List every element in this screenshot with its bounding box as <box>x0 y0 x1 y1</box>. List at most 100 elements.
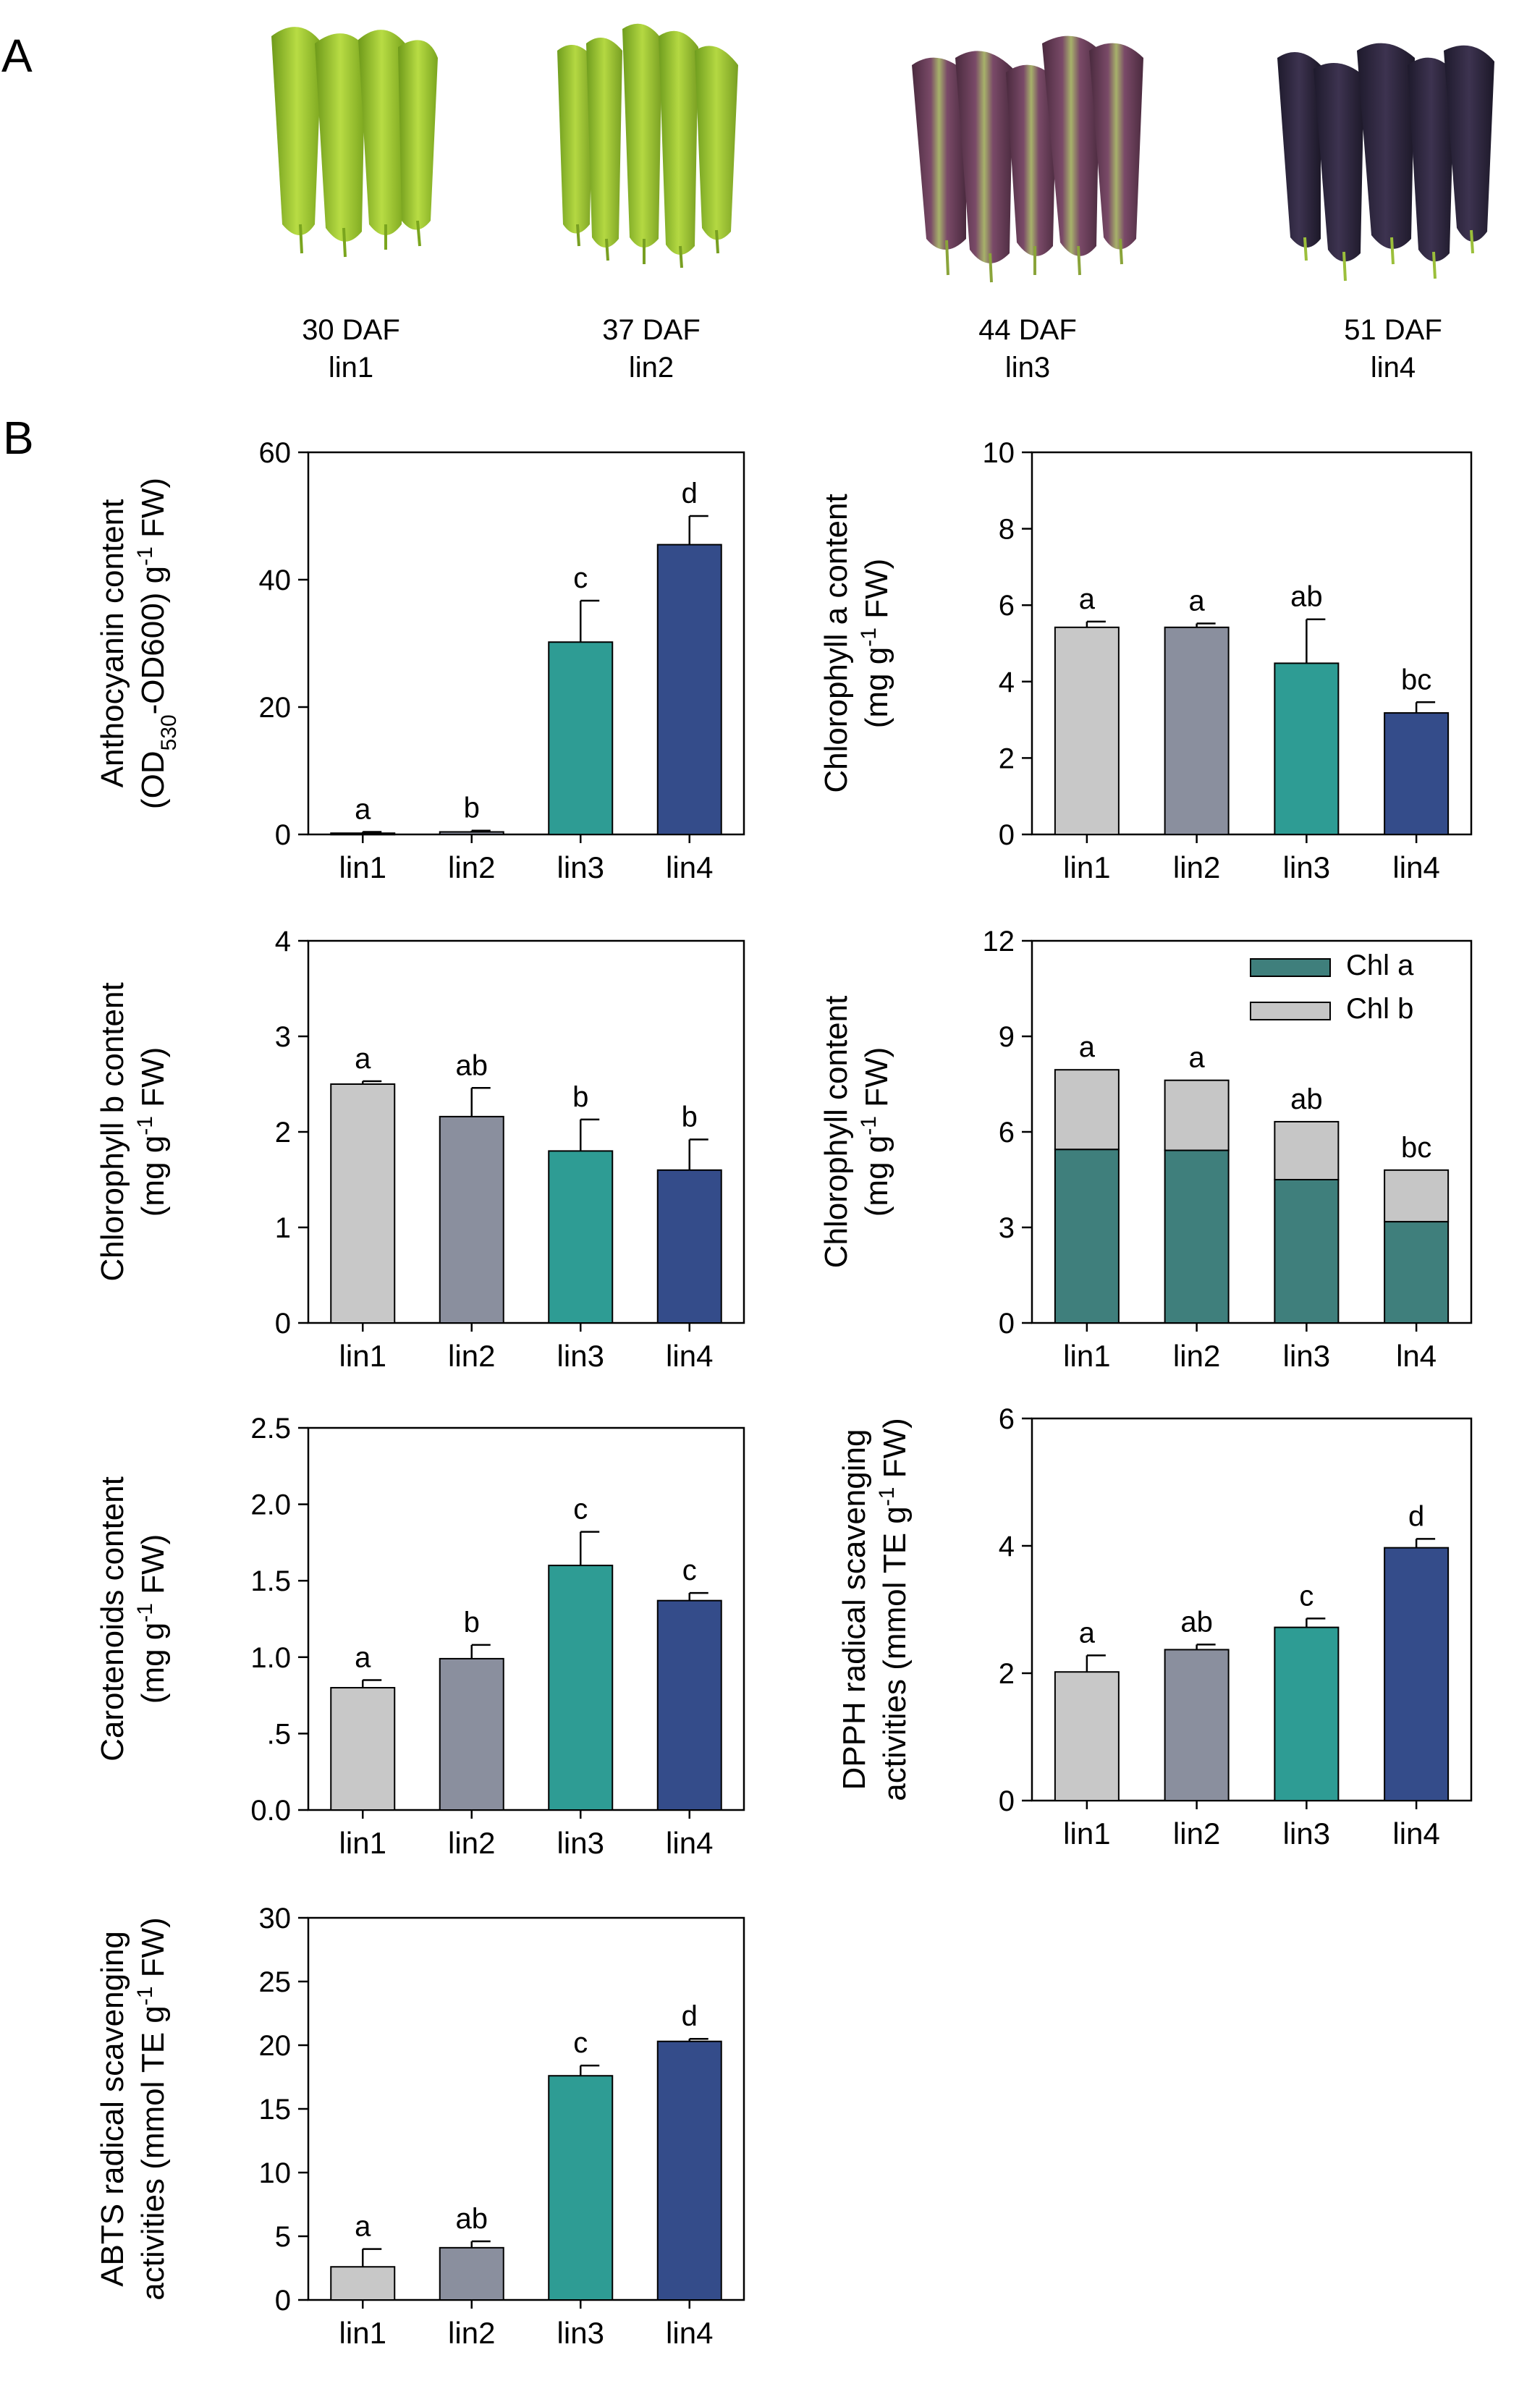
y-tick-label: 10 <box>983 437 1015 469</box>
y-axis-label-part: Anthocyanin content <box>95 499 130 788</box>
y-tick-label: 2 <box>275 1117 291 1149</box>
significance-letter: a <box>1189 585 1206 617</box>
x-tick-label: lin2 <box>448 2316 495 2350</box>
x-tick-label: lin1 <box>1063 1817 1110 1851</box>
y-axis-label-line: ABTS radical scavenging <box>95 1931 130 2287</box>
significance-letter: b <box>572 1081 588 1113</box>
y-tick-label: 0 <box>275 819 291 851</box>
bar <box>439 2246 504 2301</box>
y-axis-label-line: activities (mmol TE g-1 FW) <box>133 1917 172 2300</box>
y-axis-label-part: -1 <box>857 1116 881 1135</box>
x-tick-label: lin4 <box>666 1826 713 1860</box>
y-tick-label: 6 <box>999 1403 1015 1435</box>
y-axis-label-part: activities (mmol TE g <box>135 2005 171 2301</box>
x-tick-label: lin3 <box>557 1339 604 1373</box>
bar <box>1054 1671 1120 1801</box>
y-tick-label: 15 <box>259 2094 292 2126</box>
bar <box>439 1115 504 1324</box>
y-axis-label-part: Chlorophyll content <box>818 996 854 1269</box>
significance-letter: c <box>573 562 588 594</box>
photo-daf-label: 30 DAF <box>302 314 400 346</box>
y-axis-label-part: DPPH radical scavenging <box>837 1429 872 1790</box>
y-axis-label-part: -OD600) g <box>135 566 171 714</box>
photo-daf-label: 51 DAF <box>1344 314 1442 346</box>
photo-caption-1: 30 DAF lin1 <box>221 311 481 386</box>
significance-letter: a <box>1079 1031 1096 1063</box>
significance-letter: ab <box>1180 1606 1213 1638</box>
photo-daf-label: 37 DAF <box>602 314 701 346</box>
panel-label-b: B <box>3 412 34 464</box>
photo-line-label: lin1 <box>328 352 374 384</box>
y-tick-label: 6 <box>999 590 1015 622</box>
y-axis-label: ABTS radical scavenging activities (mmol … <box>95 1917 171 2300</box>
bar <box>1384 1547 1450 1801</box>
significance-letter: b <box>464 792 480 824</box>
significance-letter: bc <box>1401 664 1431 695</box>
x-tick-label: lin2 <box>1173 1339 1220 1373</box>
bar-chl-b <box>1164 1079 1230 1151</box>
x-tick-label: lin1 <box>1063 850 1110 884</box>
y-axis-label-line: (mg g-1 FW) <box>857 559 895 728</box>
bar <box>330 832 396 836</box>
plot-frame <box>1031 1417 1473 1802</box>
bar <box>1274 1626 1340 1801</box>
x-tick-label: lin2 <box>448 850 495 884</box>
y-tick-label: 0 <box>275 1308 291 1340</box>
pod-photo-44-daf <box>912 35 1143 283</box>
pod-photo-30-daf <box>271 27 438 258</box>
y-tick-label: 20 <box>259 2030 292 2062</box>
x-tick-label: lin2 <box>448 1826 495 1860</box>
y-axis-label-part: (mg g <box>859 647 894 728</box>
y-tick-label: 20 <box>259 692 292 724</box>
photo-caption-2: 37 DAF lin2 <box>521 311 782 386</box>
y-axis-label: Anthocyanin content (OD530-OD600) g-1 FW) <box>95 478 181 809</box>
significance-letter: d <box>682 2000 698 2032</box>
y-axis-label-part: -1 <box>133 1116 157 1135</box>
bar <box>656 2040 722 2301</box>
y-tick-label: 0 <box>275 2285 291 2317</box>
y-axis-label: DPPH radical scavenging activities (mmol … <box>837 1418 913 1801</box>
y-axis-label-line: (mg g-1 FW) <box>133 1047 172 1217</box>
significance-letter: b <box>464 1607 480 1638</box>
x-tick-label: lin2 <box>448 1339 495 1373</box>
y-axis-label-part: Chlorophyll a content <box>818 494 854 792</box>
x-tick-label: lin3 <box>1283 1817 1330 1851</box>
y-tick-label: 1 <box>275 1212 291 1244</box>
y-tick-label: 12 <box>983 926 1015 957</box>
y-axis-label-part: activities (mmol TE g <box>877 1506 913 1801</box>
y-axis-label-line: Carotenoids content <box>95 1476 130 1762</box>
x-tick-label: lin4 <box>1392 1817 1439 1851</box>
significance-letter: a <box>1079 583 1096 615</box>
y-axis-label: Chlorophyll b content (mg g-1 FW) <box>95 982 171 1281</box>
bar-chl-b <box>1274 1120 1340 1181</box>
bar <box>1164 626 1230 835</box>
bar-chl-a <box>1164 1149 1230 1324</box>
y-axis-label-line: Chlorophyll a content <box>818 494 854 792</box>
significance-letter: a <box>355 793 371 825</box>
y-axis-label-part: (OD <box>135 750 171 809</box>
x-tick-label: lin3 <box>557 850 604 884</box>
bar-chl-a <box>1054 1149 1120 1324</box>
photo-line-label: lin3 <box>1004 352 1051 384</box>
bar-chl-a <box>1384 1221 1450 1324</box>
pod-photo-51-daf <box>1277 43 1494 282</box>
y-tick-label: 6 <box>999 1117 1015 1149</box>
y-axis-label-part: FW) <box>859 1047 894 1116</box>
bar <box>548 641 614 835</box>
x-tick-label: ln4 <box>1396 1339 1437 1373</box>
photo-line-label: lin4 <box>1370 352 1416 384</box>
y-axis-label-line: (mg g-1 FW) <box>133 1534 172 1704</box>
x-tick-label: lin4 <box>666 1339 713 1373</box>
y-axis-label-part: -1 <box>857 627 881 647</box>
y-tick-label: 8 <box>999 514 1015 546</box>
y-axis-label-part: -1 <box>133 1987 157 2006</box>
bar <box>330 1687 396 1811</box>
y-tick-label: 10 <box>259 2157 292 2189</box>
y-tick-label: 3 <box>999 1212 1015 1244</box>
y-tick-label: 40 <box>259 564 292 596</box>
y-tick-label: 3 <box>275 1021 291 1053</box>
y-axis-label-part: FW) <box>859 559 894 627</box>
x-tick-label: lin1 <box>339 1826 386 1860</box>
y-axis-label: Chlorophyll a content (mg g-1 FW) <box>818 494 894 792</box>
